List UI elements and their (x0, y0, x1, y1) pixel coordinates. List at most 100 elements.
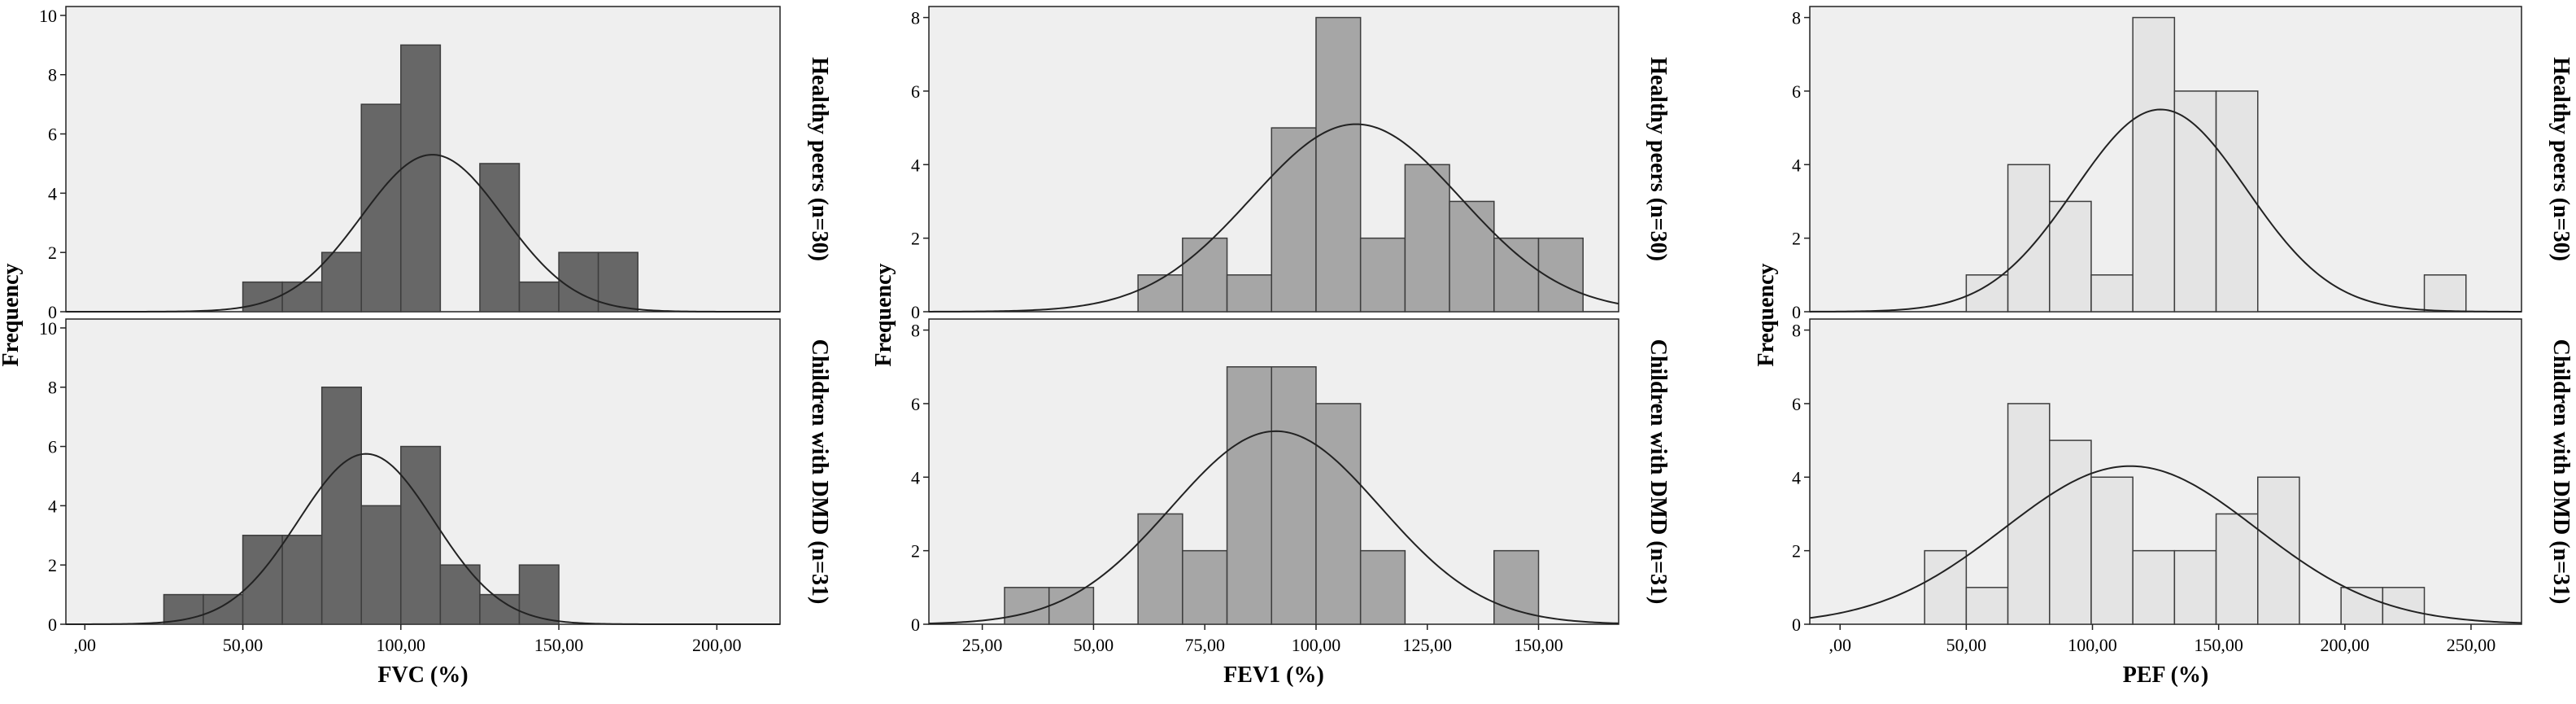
panel-strip-label: Healthy peers (n=30) (2548, 57, 2574, 261)
x-tick-label: 150,00 (1514, 635, 1563, 655)
x-tick-label: 100,00 (1292, 635, 1341, 655)
panel-healthy-peers: 0 2 4 6 8 10 Healthy peers (n=30) (39, 6, 832, 322)
normal-curve (928, 123, 1619, 313)
x-axis-title: FEV1 (%) (1223, 662, 1324, 688)
panel-strip-label: Children with DMD (n=31) (807, 339, 832, 605)
histogram-bar (2132, 549, 2176, 625)
histogram-bar (281, 535, 323, 625)
histogram-bar (2007, 164, 2051, 313)
histogram-bar (2049, 439, 2092, 625)
y-tick-label: 4 (48, 496, 57, 516)
y-tick-label: 2 (48, 243, 57, 263)
y-tick-label: 8 (48, 65, 57, 85)
x-tick-label: 25,00 (962, 635, 1003, 655)
y-tick-label: 10 (39, 6, 57, 26)
normal-curve (66, 154, 780, 313)
x-axis-title: FVC (%) (377, 662, 468, 688)
histogram-bar (360, 505, 402, 625)
normal-curve (1809, 465, 2522, 624)
histogram-bar (1226, 365, 1273, 625)
histogram-bar (597, 251, 639, 313)
histogram-bar (320, 386, 362, 625)
y-tick-label: 2 (48, 555, 57, 575)
x-tick-label: 150,00 (534, 635, 584, 655)
y-tick-label: 4 (48, 183, 57, 203)
histogram-bar (2215, 513, 2259, 625)
histogram-bar (2215, 90, 2259, 313)
panel-strip-label: Healthy peers (n=30) (1645, 57, 1671, 261)
histogram-bar (439, 564, 481, 625)
x-tick-label: ,00 (1828, 635, 1851, 655)
y-tick-label: 6 (911, 81, 920, 102)
x-tick-label: 150,00 (2194, 635, 2243, 655)
histogram-bar (2090, 476, 2134, 625)
panel-children-dmd: 0 2 4 6 8 10 Children with DMD (n=31) (39, 318, 832, 635)
y-tick-label: 8 (911, 8, 920, 28)
histogram-bar (1359, 549, 1406, 625)
histogram-bar (558, 251, 599, 313)
histogram-bar (1048, 587, 1095, 625)
y-tick-label: 4 (1792, 467, 1801, 488)
y-tick-label: 0 (1792, 614, 1801, 635)
histogram-bar (2257, 476, 2300, 625)
y-tick-label: 6 (911, 394, 920, 414)
panel-children-dmd: 0 2 4 6 8 Children with DMD (n=31) (1792, 318, 2574, 635)
y-axis-title: Frequency (0, 263, 24, 366)
y-tick-label: 8 (48, 378, 57, 398)
panel-strip-label: Healthy peers (n=30) (807, 57, 832, 261)
panel-strip-label: Children with DMD (n=31) (1645, 339, 1671, 605)
histogram-bar (203, 593, 244, 625)
histogram-bar (1137, 513, 1183, 625)
x-tick-label: ,00 (74, 635, 97, 655)
y-tick-label: 8 (1792, 321, 1801, 341)
x-tick-label: 50,00 (1946, 635, 1987, 655)
normal-curve (66, 453, 780, 625)
histogram-bar (1315, 403, 1362, 625)
x-tick-label: 100,00 (2068, 635, 2117, 655)
histogram-bar (2173, 549, 2217, 625)
histogram-bar (242, 535, 283, 625)
normal-curve (1809, 108, 2522, 313)
x-tick-label: 125,00 (1402, 635, 1452, 655)
y-tick-label: 6 (1792, 81, 1801, 102)
y-tick-label: 6 (48, 437, 57, 457)
histogram-bar (1226, 274, 1273, 313)
histogram-bar (1404, 164, 1450, 313)
histogram-bar (518, 281, 560, 313)
histogram-chart-3: 0 2 4 6 8 Healthy peers (n=30) 0 2 4 6 8 Children w… (1754, 6, 2574, 688)
histogram-bar (518, 564, 560, 625)
y-tick-label: 8 (911, 321, 920, 341)
histogram-bar (400, 445, 442, 625)
y-tick-label: 2 (911, 541, 920, 562)
panel-children-dmd: 0 2 4 6 8 Children with DMD (n=31) (911, 318, 1671, 635)
y-tick-label: 10 (39, 318, 57, 339)
histogram-bar (1924, 549, 1968, 625)
histogram-bar (2173, 90, 2217, 313)
histogram-bar (1493, 237, 1540, 313)
x-tick-label: 50,00 (223, 635, 264, 655)
histogram-bar (1493, 549, 1540, 625)
y-tick-label: 0 (911, 302, 920, 322)
y-tick-label: 4 (911, 467, 920, 488)
histogram-bar (2090, 274, 2134, 313)
histogram-bar (1315, 16, 1362, 313)
x-tick-label: 50,00 (1074, 635, 1114, 655)
x-tick-label: 200,00 (692, 635, 742, 655)
y-tick-label: 0 (911, 614, 920, 635)
x-axis-title: PEF (%) (2123, 662, 2209, 688)
histogram-bar (1271, 365, 1317, 625)
histogram-chart-2: 0 2 4 6 8 Healthy peers (n=30) 0 2 4 6 8 Children w… (871, 6, 1671, 688)
histogram-bar (1182, 549, 1228, 625)
x-tick-label: 100,00 (377, 635, 426, 655)
histogram-bar (1359, 237, 1406, 313)
y-tick-label: 4 (911, 155, 920, 175)
y-tick-label: 6 (48, 125, 57, 145)
y-tick-label: 6 (1792, 394, 1801, 414)
y-axis-title: Frequency (1754, 263, 1779, 366)
histogram-chart-1: 0 2 4 6 8 10 Healthy peers (n=30) 0 2 4 6 8 10 Childr… (0, 6, 832, 688)
histogram-bar (1965, 587, 2009, 625)
normal-curve (928, 430, 1619, 625)
y-tick-label: 8 (1792, 8, 1801, 28)
histogram-bar (2382, 587, 2426, 625)
